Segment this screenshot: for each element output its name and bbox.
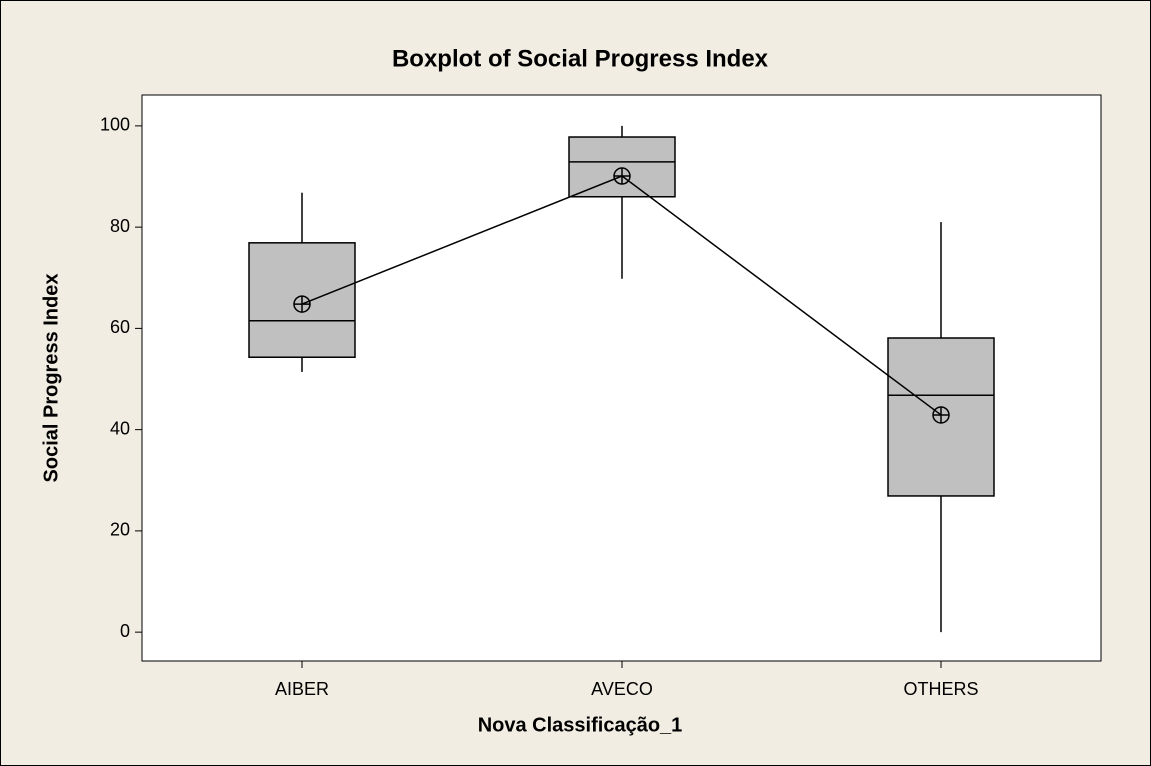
y-tick-label: 100 xyxy=(100,115,130,135)
x-axis-label: Nova Classificação_1 xyxy=(478,714,683,736)
mean-cross xyxy=(933,406,949,423)
box xyxy=(568,136,676,198)
x-tick-label: OTHERS xyxy=(903,679,978,699)
mean-cross xyxy=(294,296,310,313)
y-tick-label: 80 xyxy=(110,216,130,236)
y-tick-label: 0 xyxy=(120,621,130,641)
y-tick-label: 40 xyxy=(110,418,130,438)
y-tick-label: 60 xyxy=(110,317,130,337)
mean-cross xyxy=(614,168,630,185)
y-tick-label: 20 xyxy=(110,520,130,540)
chart-title: Boxplot of Social Progress Index xyxy=(392,45,769,72)
x-tick-label: AIBER xyxy=(275,679,329,699)
x-tick-label: AVECO xyxy=(591,679,653,699)
y-axis-label: Social Progress Index xyxy=(40,274,62,483)
